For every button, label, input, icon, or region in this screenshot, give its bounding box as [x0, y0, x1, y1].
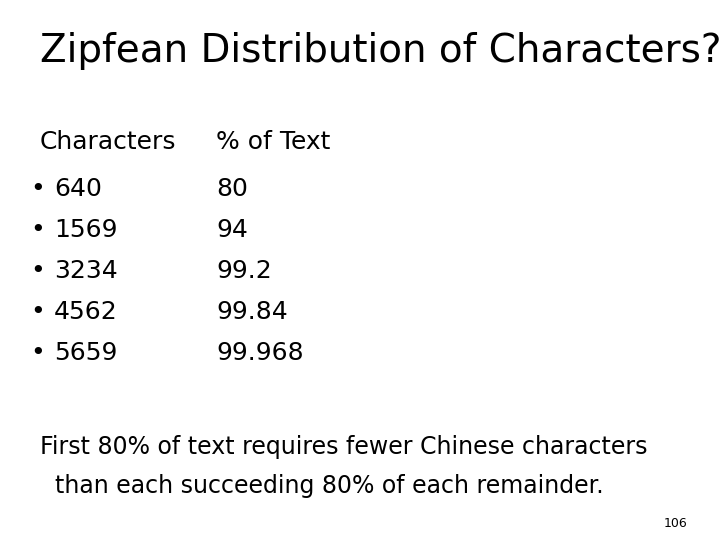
Text: 640: 640: [54, 177, 102, 201]
Text: •: •: [30, 259, 45, 283]
Text: •: •: [30, 300, 45, 324]
Text: 80: 80: [216, 177, 248, 201]
Text: First 80% of text requires fewer Chinese characters: First 80% of text requires fewer Chinese…: [40, 435, 647, 458]
Text: 106: 106: [664, 517, 688, 530]
Text: •: •: [30, 218, 45, 242]
Text: Zipfean Distribution of Characters?: Zipfean Distribution of Characters?: [40, 32, 720, 70]
Text: 5659: 5659: [54, 341, 117, 365]
Text: 99.84: 99.84: [216, 300, 288, 324]
Text: 99.2: 99.2: [216, 259, 271, 283]
Text: 4562: 4562: [54, 300, 118, 324]
Text: Characters: Characters: [40, 130, 176, 153]
Text: 94: 94: [216, 218, 248, 242]
Text: than each succeeding 80% of each remainder.: than each succeeding 80% of each remaind…: [40, 474, 603, 497]
Text: 1569: 1569: [54, 218, 117, 242]
Text: % of Text: % of Text: [216, 130, 330, 153]
Text: •: •: [30, 177, 45, 201]
Text: 99.968: 99.968: [216, 341, 304, 365]
Text: •: •: [30, 341, 45, 365]
Text: 3234: 3234: [54, 259, 118, 283]
